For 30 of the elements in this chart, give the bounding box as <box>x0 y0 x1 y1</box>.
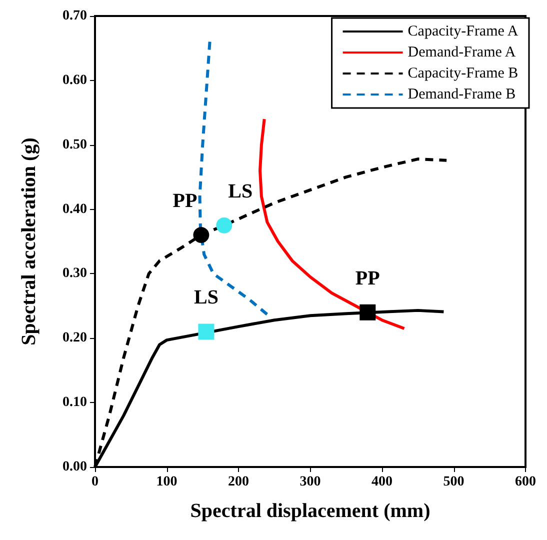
x-tick-label: 100 <box>156 474 178 490</box>
x-tick-label: 500 <box>443 474 464 490</box>
annotation: LS <box>228 180 253 202</box>
y-tick-label: 0.10 <box>62 395 87 410</box>
annotation: PP <box>172 190 198 212</box>
legend-label: Capacity-Frame B <box>408 66 518 82</box>
x-tick-label: 300 <box>300 474 321 490</box>
line-series <box>258 118 406 330</box>
annotation: PP <box>355 267 380 290</box>
point <box>198 324 214 340</box>
x-axis-title: Spectral displacement (mm) <box>190 500 430 522</box>
x-tick-label: 600 <box>515 474 536 490</box>
x-tick-label: 200 <box>228 474 249 490</box>
x-tick-label: 0 <box>92 474 98 490</box>
point <box>193 227 210 244</box>
y-tick-label: 0.60 <box>62 72 87 88</box>
legend-label: Capacity-Frame A <box>408 24 518 40</box>
legend-label: Demand-Frame A <box>408 44 516 60</box>
point <box>216 217 232 234</box>
y-axis-title: Spectral acceleration (g) <box>18 138 40 346</box>
y-tick-label: 0.40 <box>62 202 87 217</box>
y-tick-label: 0.30 <box>62 266 87 282</box>
point <box>360 304 376 320</box>
x-tick-label: 400 <box>372 474 392 490</box>
y-tick-label: 0.00 <box>62 460 87 474</box>
annotation: LS <box>194 286 218 309</box>
legend-label: Demand-Frame B <box>408 86 516 102</box>
y-tick-label: 0.70 <box>62 8 87 24</box>
y-tick-label: 0.50 <box>62 137 87 152</box>
y-tick-label: 0.20 <box>62 330 87 346</box>
